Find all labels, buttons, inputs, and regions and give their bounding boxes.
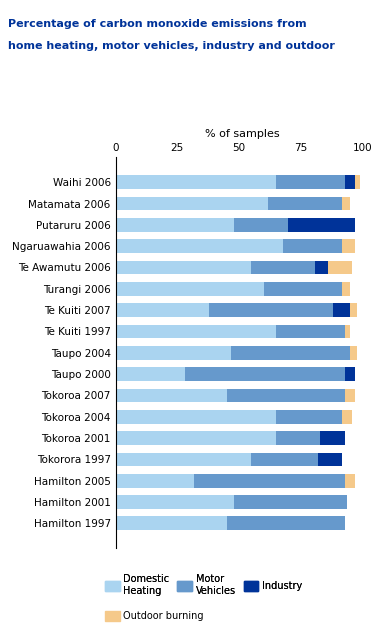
Bar — [276, 324, 345, 338]
Bar — [116, 197, 268, 210]
Bar — [343, 282, 350, 295]
Bar — [116, 389, 226, 403]
Bar — [345, 324, 350, 338]
Bar — [343, 197, 350, 210]
Legend: Outdoor burning: Outdoor burning — [101, 607, 208, 625]
X-axis label: % of samples: % of samples — [205, 129, 280, 139]
Bar — [345, 367, 355, 381]
Bar — [116, 495, 234, 509]
Bar — [116, 261, 251, 275]
Bar — [343, 239, 355, 253]
Legend: Domestic
Heating, Motor
Vehicles, Industry: Domestic Heating, Motor Vehicles, Indust… — [101, 571, 306, 600]
Bar — [276, 431, 320, 445]
Bar — [231, 346, 350, 360]
Bar — [116, 367, 184, 381]
Bar — [116, 410, 276, 424]
Bar — [251, 452, 318, 466]
Bar — [345, 175, 355, 189]
Bar — [276, 410, 343, 424]
Bar — [288, 218, 355, 232]
Text: Percentage of carbon monoxide emissions from: Percentage of carbon monoxide emissions … — [8, 19, 306, 29]
Bar — [268, 197, 343, 210]
Bar — [194, 474, 345, 488]
Bar — [184, 367, 345, 381]
Bar — [116, 324, 276, 338]
Bar — [318, 452, 343, 466]
Bar — [116, 431, 276, 445]
Bar — [276, 175, 345, 189]
Text: home heating, motor vehicles, industry and outdoor: home heating, motor vehicles, industry a… — [8, 41, 335, 51]
Bar — [343, 410, 352, 424]
Bar — [116, 517, 226, 530]
Bar — [333, 303, 350, 317]
Bar — [116, 175, 276, 189]
Bar — [116, 474, 194, 488]
Bar — [116, 303, 209, 317]
Bar — [350, 346, 357, 360]
Bar — [315, 261, 328, 275]
Bar — [234, 495, 347, 509]
Bar — [350, 303, 357, 317]
Bar — [320, 431, 345, 445]
Bar — [226, 517, 345, 530]
Bar — [283, 239, 343, 253]
Bar — [116, 346, 231, 360]
Bar — [209, 303, 333, 317]
Bar — [251, 261, 315, 275]
Bar — [226, 389, 345, 403]
Bar — [345, 389, 355, 403]
Bar — [116, 218, 234, 232]
Bar — [116, 282, 263, 295]
Bar — [234, 218, 288, 232]
Bar — [345, 474, 355, 488]
Bar — [355, 175, 360, 189]
Bar — [328, 261, 352, 275]
Bar — [263, 282, 343, 295]
Bar — [116, 239, 283, 253]
Bar — [116, 452, 251, 466]
